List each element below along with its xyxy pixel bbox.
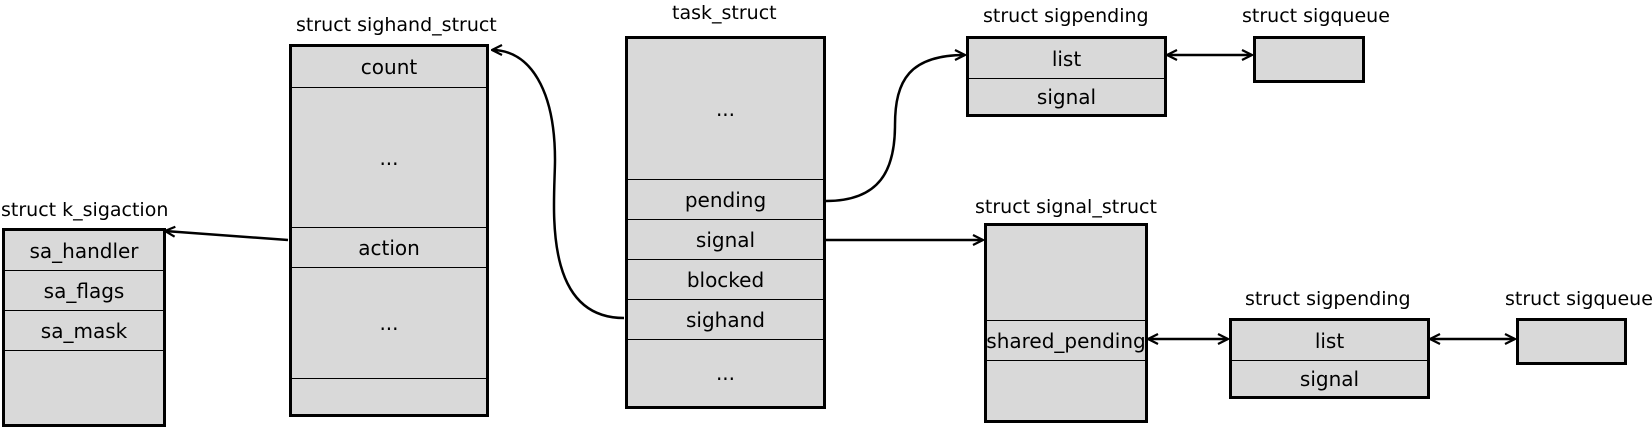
- task-field-pending: pending: [628, 180, 823, 220]
- sighand-struct-title: struct sighand_struct: [296, 14, 497, 36]
- task-field: ...: [715, 361, 736, 385]
- task-field: ...: [628, 39, 823, 180]
- sighand-field: ...: [292, 268, 486, 379]
- sigpending-top-field-signal: signal: [1036, 84, 1097, 109]
- k-sigaction-field: [5, 351, 163, 424]
- k-sigaction-title: struct k_sigaction: [1, 199, 169, 221]
- k-sigaction-field-sa-mask: sa_mask: [5, 311, 163, 351]
- sigpending-bottom-field-list: list: [1232, 321, 1427, 361]
- sigpending-top-box: list signal: [966, 36, 1167, 117]
- signal-struct-field: [987, 361, 1145, 420]
- task-field-signal: signal: [628, 220, 823, 260]
- sigqueue-top-box: [1253, 36, 1365, 83]
- task-struct-box: ... pending signal blocked sighand ...: [625, 36, 826, 409]
- signal-struct-title: struct signal_struct: [975, 196, 1157, 218]
- signal-struct-field-shared-pending: shared_pending: [986, 321, 1146, 361]
- sigpending-top-field-list: list: [969, 39, 1164, 79]
- k-sigaction-field-sa-flags: sa_flags: [5, 271, 163, 311]
- signal-struct-box: shared_pending: [984, 223, 1148, 423]
- sighand-field-action: action: [292, 228, 486, 268]
- sigpending-bottom-title: struct sigpending: [1245, 288, 1411, 310]
- sighand-struct-box: count ... action ...: [289, 44, 489, 417]
- sigqueue-top-title: struct sigqueue: [1242, 5, 1390, 27]
- sigqueue-bottom-title: struct sigqueue: [1505, 288, 1652, 310]
- sighand-field: ...: [292, 88, 486, 228]
- task-field-sighand: sighand: [628, 300, 823, 340]
- sighand-field-count: count: [292, 47, 486, 88]
- sigpending-top-title: struct sigpending: [983, 5, 1149, 27]
- k-sigaction-box: sa_handler sa_flags sa_mask: [2, 228, 166, 427]
- sigpending-bottom-field-signal: signal: [1299, 366, 1360, 391]
- sigpending-bottom-box: list signal: [1229, 318, 1430, 399]
- sigqueue-bottom-box: [1516, 318, 1627, 365]
- arrow-sighand-to-sighand-struct: [492, 50, 625, 320]
- arrow-pending-to-sigpending: [825, 55, 965, 203]
- signal-struct-field: [987, 226, 1145, 321]
- task-field-blocked: blocked: [628, 260, 823, 300]
- sighand-field: [292, 379, 486, 414]
- task-struct-title: task_struct: [672, 2, 777, 24]
- arrow-action-to-k-sigaction: [165, 231, 289, 242]
- k-sigaction-field-sa-handler: sa_handler: [5, 231, 163, 271]
